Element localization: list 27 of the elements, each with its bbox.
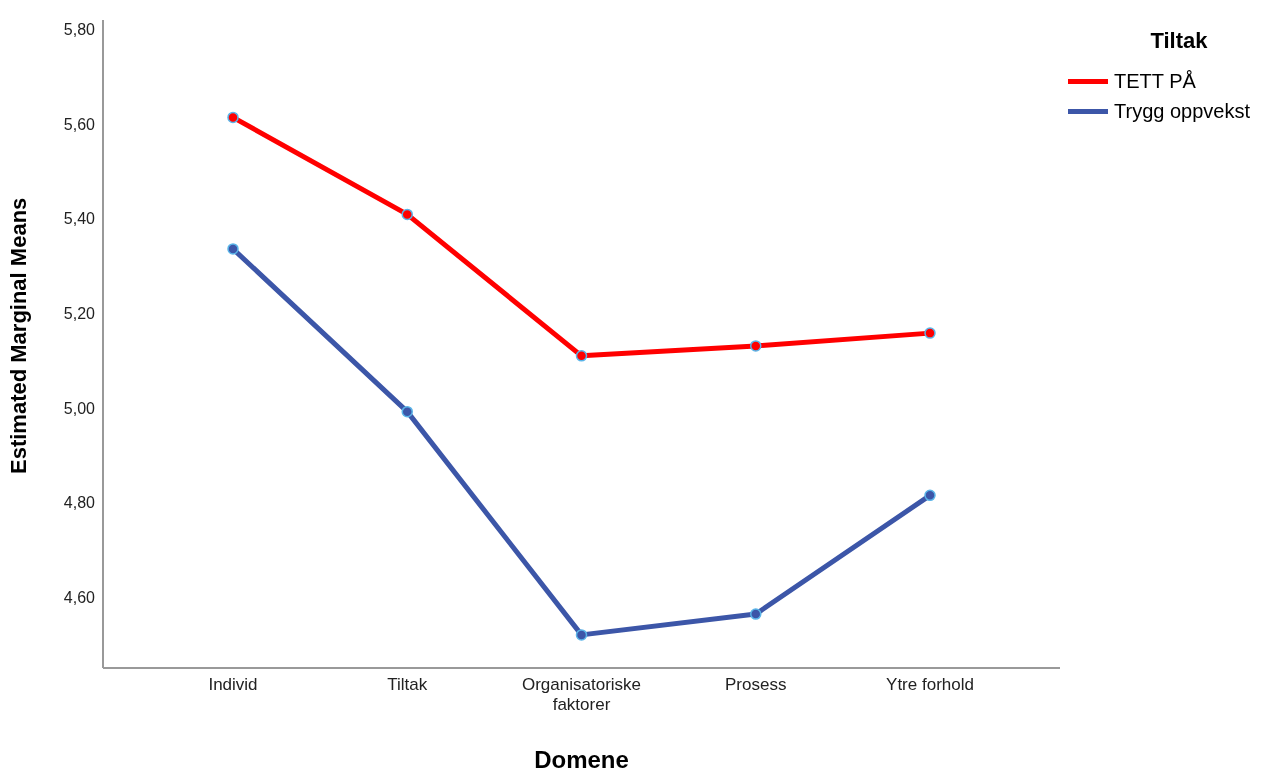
x-tick-label: Tiltak [387,675,428,694]
point [575,350,588,362]
y-tick-label: 5,60 [63,115,96,133]
y-tick-label: 4,80 [63,494,96,512]
y-tick-label: 5,00 [63,399,96,417]
legend-title: Tiltak [1149,28,1209,54]
point [227,243,239,255]
y-tick-label: 5,40 [63,210,96,228]
x-axis-title: Domene [534,746,629,773]
x-tick-label: Ytre forhold [886,675,974,694]
x-tick-label: Prosess [725,675,787,694]
y-axis-title: Estimated Marginal Means [5,197,31,474]
x-tick-label: Organisatoriske faktorer [521,675,642,714]
point [750,608,762,620]
legend-label: Trygg oppvekst [1114,99,1250,123]
point [401,405,413,418]
point [401,208,413,221]
y-tick-label: 4,60 [63,588,96,606]
y-tick-label: 5,20 [63,304,96,322]
y-tick-label: 5,80 [63,21,96,39]
legend-label: TETT PÅ [1114,69,1196,93]
point [924,489,936,502]
point [750,340,762,352]
point [227,111,239,124]
point [575,629,588,641]
point [924,327,936,339]
x-tick-label: Individ [208,675,258,694]
